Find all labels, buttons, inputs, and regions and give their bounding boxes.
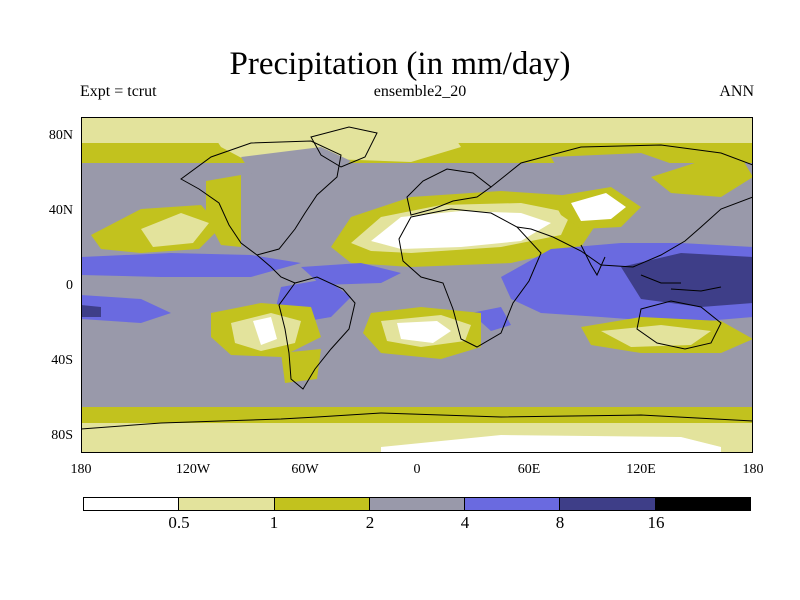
x-tick-180e: 180: [742, 462, 764, 477]
legend-label: 0.5: [168, 513, 190, 532]
siberia-moist: [551, 153, 681, 183]
y-tick-40n: 40N: [48, 203, 73, 218]
legend-swatch: [560, 498, 656, 510]
antarctic-transition-band: [81, 407, 753, 427]
coastlines: [81, 126, 753, 430]
legend-label: 4: [460, 513, 470, 532]
coast-greenland: [310, 126, 378, 168]
antarctic-dry-core: [381, 435, 721, 453]
x-tick-0: 0: [413, 462, 421, 477]
australia-drier: [601, 325, 711, 347]
precipitation-map: [81, 117, 753, 453]
spcz-heavy: [81, 305, 101, 317]
legend-swatch: [84, 498, 180, 510]
spcz-wet: [81, 295, 171, 323]
coast-south-america: [278, 276, 356, 390]
patagonia-dry: [281, 349, 321, 383]
coast-asia: [490, 144, 753, 268]
legend-swatch: [274, 498, 370, 510]
legend-label: 8: [555, 513, 565, 532]
se-pacific-driest: [253, 317, 277, 345]
legend-label: 2: [365, 513, 375, 532]
ensemble-label: ensemble2_20: [373, 83, 467, 100]
y-tick-80s: 80S: [51, 428, 73, 443]
legend-label: 16: [647, 513, 665, 532]
plot-title: Precipitation (in mm/day): [229, 46, 571, 82]
x-tick-120e: 120E: [626, 462, 656, 477]
coast-north-america: [180, 140, 342, 256]
x-tick-60e: 60E: [517, 462, 541, 477]
sahara-driest: [371, 211, 551, 249]
ne-pacific-drier: [141, 213, 209, 247]
se-atlantic-driest: [397, 321, 451, 343]
coast-europe: [406, 168, 492, 216]
central-asia-drier: [571, 193, 626, 221]
legend-swatch: [655, 498, 750, 510]
legend-swatch: [179, 498, 275, 510]
arctic-dry-lobe: [201, 117, 461, 163]
coast-africa: [398, 208, 542, 348]
season-label: ANN: [719, 83, 754, 100]
coast-australia: [636, 300, 722, 350]
itcz-pacific-east: [81, 253, 301, 277]
x-tick-120w: 120W: [175, 462, 211, 477]
coast-india: [580, 244, 606, 277]
y-tick-80n: 80N: [48, 128, 73, 143]
x-tick-60w: 60W: [291, 462, 319, 477]
coast-maritime: [640, 274, 722, 292]
color-legend: [83, 497, 751, 511]
nw-pacific-dry: [651, 157, 753, 197]
y-tick-40s: 40S: [51, 353, 73, 368]
y-tick-0: 0: [66, 278, 73, 293]
map-svg: [81, 117, 753, 453]
legend-label: 1: [269, 513, 279, 532]
experiment-label: Expt = tcrut: [80, 83, 157, 100]
coast-central-america: [256, 254, 296, 284]
legend-swatch: [465, 498, 561, 510]
legend-swatch: [369, 498, 466, 510]
x-tick-180w: 180: [70, 462, 92, 477]
coast-antarctica: [81, 412, 753, 430]
warm-pool-heavy: [621, 253, 753, 307]
